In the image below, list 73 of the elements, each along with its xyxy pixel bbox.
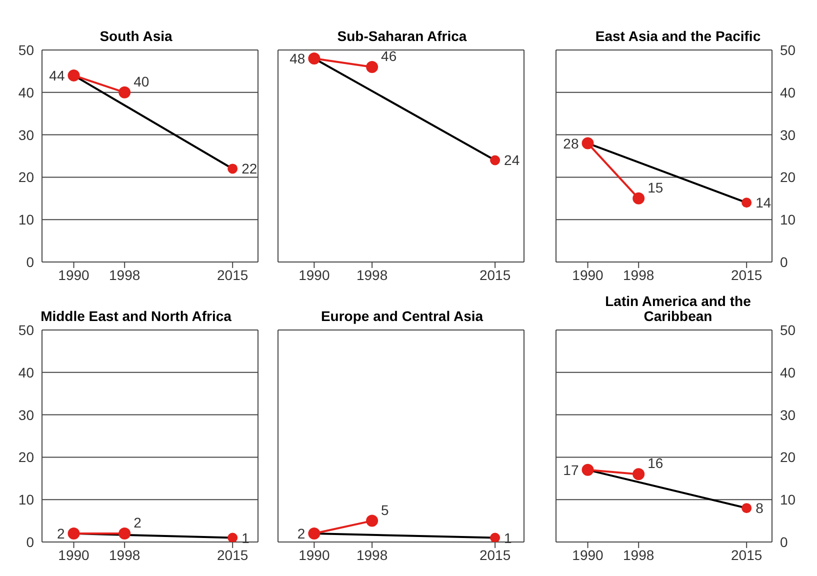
point bbox=[632, 468, 645, 480]
data-label: 5 bbox=[381, 502, 390, 518]
x-tick-label: 1998 bbox=[623, 266, 654, 283]
y-tick-label: 20 bbox=[18, 449, 34, 466]
chart-title: Europe and Central Asia bbox=[320, 307, 484, 324]
data-label: 2 bbox=[297, 526, 306, 542]
data-label: 8 bbox=[756, 500, 764, 516]
y-tick-label: 30 bbox=[18, 406, 34, 423]
point bbox=[582, 137, 594, 150]
data-label: 2 bbox=[56, 526, 65, 542]
y-tick-label: 40 bbox=[780, 364, 796, 380]
x-tick-label: 1990 bbox=[572, 266, 604, 283]
y-tick-label: 10 bbox=[18, 492, 34, 508]
y-tick-label: 30 bbox=[18, 126, 34, 143]
x-tick-label: 2015 bbox=[479, 266, 511, 283]
data-label: 15 bbox=[648, 179, 664, 196]
point bbox=[742, 503, 752, 514]
x-tick-label: 1998 bbox=[623, 546, 654, 563]
y-tick-label: 40 bbox=[18, 84, 34, 100]
x-tick-label: 1990 bbox=[572, 546, 604, 563]
data-label: 28 bbox=[563, 135, 579, 152]
y-tick-label: 10 bbox=[780, 492, 796, 508]
point bbox=[68, 69, 80, 82]
x-tick-label: 2015 bbox=[479, 546, 511, 563]
x-tick-label: 1998 bbox=[109, 266, 140, 283]
y-tick-label: 50 bbox=[18, 322, 34, 338]
data-label: 17 bbox=[563, 462, 579, 478]
y-tick-label: 0 bbox=[26, 254, 34, 270]
x-tick-label: 1998 bbox=[356, 266, 388, 283]
y-tick-label: 0 bbox=[780, 534, 788, 550]
data-label: 14 bbox=[756, 194, 772, 211]
point bbox=[632, 192, 645, 204]
y-tick-label: 30 bbox=[780, 126, 796, 143]
y-tick-label: 50 bbox=[780, 42, 796, 58]
point bbox=[742, 198, 752, 208]
chart-title: South Asia bbox=[100, 28, 172, 44]
data-label: 22 bbox=[242, 160, 258, 177]
y-tick-label: 50 bbox=[18, 42, 34, 58]
y-tick-label: 50 bbox=[780, 322, 796, 338]
chart-title: Sub-Saharan Africa bbox=[336, 27, 468, 44]
point bbox=[118, 86, 131, 98]
y-tick-label: 0 bbox=[26, 534, 34, 550]
data-label: 16 bbox=[648, 455, 664, 472]
y-tick-label: 0 bbox=[780, 254, 788, 270]
x-tick-label: 1990 bbox=[58, 266, 90, 283]
chart-title: East Asia and the Pacific bbox=[595, 28, 761, 44]
y-tick-label: 10 bbox=[780, 212, 796, 228]
y-tick-label: 40 bbox=[780, 84, 796, 100]
point bbox=[228, 164, 238, 174]
data-label: 40 bbox=[134, 73, 150, 90]
x-tick-label: 1998 bbox=[356, 546, 388, 563]
y-tick-label: 20 bbox=[780, 449, 796, 466]
chart-title: Middle East and North Africa bbox=[40, 308, 232, 324]
x-tick-label: 2015 bbox=[217, 266, 248, 283]
data-label: 24 bbox=[504, 152, 520, 168]
data-label: 2 bbox=[134, 514, 142, 531]
data-label: 46 bbox=[381, 48, 397, 64]
data-label: 44 bbox=[49, 67, 65, 84]
data-label: 48 bbox=[290, 50, 306, 66]
x-tick-label: 1998 bbox=[109, 546, 140, 563]
y-tick-label: 30 bbox=[780, 406, 796, 423]
x-tick-label: 1990 bbox=[298, 266, 330, 283]
x-tick-label: 2015 bbox=[731, 546, 762, 563]
x-tick-label: 2015 bbox=[217, 546, 248, 563]
point bbox=[582, 464, 594, 476]
x-tick-label: 2015 bbox=[731, 266, 762, 283]
x-tick-label: 1990 bbox=[298, 546, 330, 563]
chart-title: Latin America and the Caribbean bbox=[605, 293, 751, 324]
y-tick-label: 20 bbox=[18, 169, 34, 186]
y-tick-label: 20 bbox=[780, 169, 796, 186]
y-tick-label: 40 bbox=[18, 364, 34, 380]
x-tick-label: 1990 bbox=[58, 546, 90, 563]
y-tick-label: 10 bbox=[18, 212, 34, 228]
